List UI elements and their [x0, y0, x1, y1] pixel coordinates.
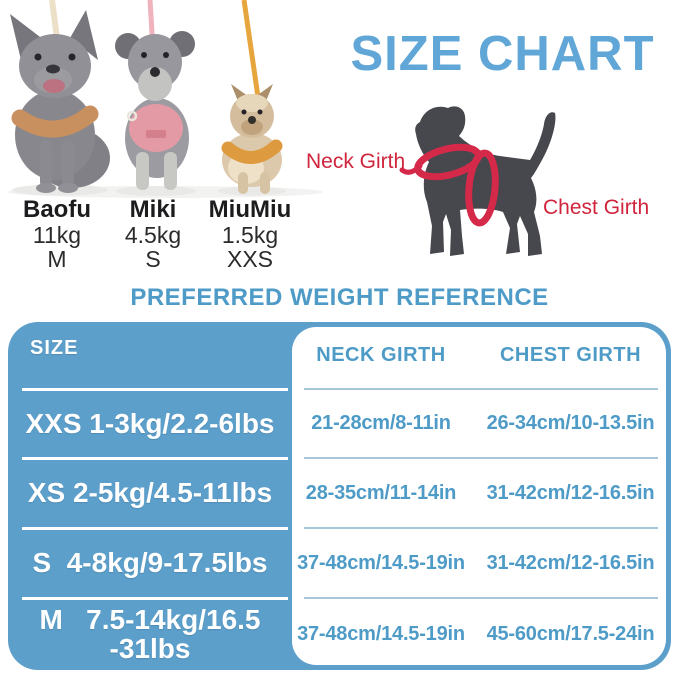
- table-body-panel: [292, 327, 666, 665]
- dog-photo-miki: [115, 0, 196, 196]
- harness-band: [11, 105, 99, 138]
- dog-weight: 4.5kg: [124, 222, 182, 248]
- dog-size: XXS: [226, 246, 274, 272]
- dog-silhouette: [415, 106, 556, 256]
- dog-caption-baofu: Baofu 11kg M: [7, 196, 107, 272]
- size-cell: S 4-8kg/9-17.5lbs: [8, 548, 292, 577]
- chest-girth-cell: 45-60cm/17.5-24in: [486, 622, 655, 645]
- table-row-xs: XS 2-5kg/4.5-11lbs 28-35cm/11-14in 31-42…: [8, 458, 671, 528]
- dog-beard: [138, 67, 172, 101]
- harness-ring: [126, 110, 138, 122]
- table-row-xxs: XXS 1-3kg/2.2-6lbs 21-28cm/8-11in 26-34c…: [8, 389, 671, 458]
- column-header-size: SIZE: [30, 337, 79, 359]
- dog-nose: [248, 116, 256, 124]
- neck-girth-cell: 37-48cm/14.5-19in: [297, 622, 465, 645]
- row-divider: [22, 527, 288, 530]
- dog-ear: [70, 10, 98, 60]
- page-title: SIZE CHART: [350, 27, 655, 81]
- dog-photo-miumiu: [218, 0, 286, 196]
- dog-nose: [150, 67, 160, 77]
- chest-girth-cell: 26-34cm/10-13.5in: [486, 412, 655, 434]
- neck-girth-cell: 37-48cm/14.5-19in: [297, 551, 465, 574]
- neck-girth-cell: 21-28cm/8-11in: [311, 412, 451, 434]
- chest-girth-cell: 31-42cm/12-16.5in: [486, 481, 655, 504]
- dog-weight: 1.5kg: [221, 222, 279, 248]
- row-divider: [304, 457, 658, 459]
- dog-name: Baofu: [23, 196, 91, 223]
- leash-line: [241, 0, 262, 105]
- dog-nose: [46, 64, 60, 74]
- dog-photo-baofu: [10, 0, 110, 196]
- neck-girth-cell: 28-35cm/11-14in: [305, 481, 457, 504]
- chest-girth-label: Chest Girth: [543, 196, 650, 219]
- harness-vest: [129, 104, 183, 152]
- dog-mouth: [43, 79, 65, 93]
- row-divider: [304, 527, 658, 529]
- size-cell: M 7.5-14kg/16.5 -31lbs: [8, 605, 292, 663]
- size-cell: XXS 1-3kg/2.2-6lbs: [8, 409, 292, 438]
- weight-reference-heading: PREFERRED WEIGHT REFERENCE: [130, 284, 549, 311]
- harness-band: [221, 139, 283, 164]
- dog-size: M: [47, 246, 67, 272]
- dogs-photo-illustration: [7, 0, 323, 198]
- size-label: M 7.5-14kg/16.5: [39, 603, 261, 635]
- row-divider: [22, 388, 288, 391]
- dog-captions: Baofu 11kg M Miki 4.5kg S MiuMiu 1.5kg X…: [0, 197, 330, 275]
- table-header-row: SIZE NECK GIRTH CHEST GIRTH: [8, 322, 671, 389]
- dog-weight: 11kg: [32, 222, 82, 248]
- size-label-line2: -31lbs: [109, 633, 191, 664]
- row-divider: [22, 597, 288, 600]
- dog-size: S: [145, 246, 161, 272]
- chest-girth-cell: 31-42cm/12-16.5in: [486, 551, 655, 574]
- dog-caption-miki: Miki 4.5kg S: [108, 196, 198, 272]
- dog-caption-miumiu: MiuMiu 1.5kg XXS: [200, 196, 300, 272]
- dog-silhouette-diagram: [399, 106, 556, 256]
- dog-name: Miki: [129, 196, 177, 223]
- size-table: SIZE NECK GIRTH CHEST GIRTH XXS 1-3kg/2.…: [8, 322, 671, 670]
- neck-girth-label: Neck Girth: [306, 150, 406, 173]
- row-divider: [22, 457, 288, 460]
- row-divider: [304, 388, 658, 390]
- size-label: XS 2-5kg/4.5-11lbs: [27, 477, 273, 509]
- chest-girth-band: [465, 149, 499, 227]
- table-row-m: M 7.5-14kg/16.5 -31lbs 37-48cm/14.5-19in…: [8, 598, 671, 670]
- table-row-s: S 4-8kg/9-17.5lbs 37-48cm/14.5-19in 31-4…: [8, 528, 671, 598]
- neck-girth-pointer: [399, 163, 423, 175]
- dog-name: MiuMiu: [208, 196, 292, 223]
- row-divider: [304, 597, 658, 599]
- column-header-chest: CHEST GIRTH: [499, 344, 642, 366]
- dog-ear: [10, 14, 44, 64]
- column-header-neck: NECK GIRTH: [316, 344, 446, 366]
- size-label: XXS 1-3kg/2.2-6lbs: [25, 407, 275, 439]
- size-label: S 4-8kg/9-17.5lbs: [32, 547, 268, 579]
- size-cell: XS 2-5kg/4.5-11lbs: [8, 478, 292, 507]
